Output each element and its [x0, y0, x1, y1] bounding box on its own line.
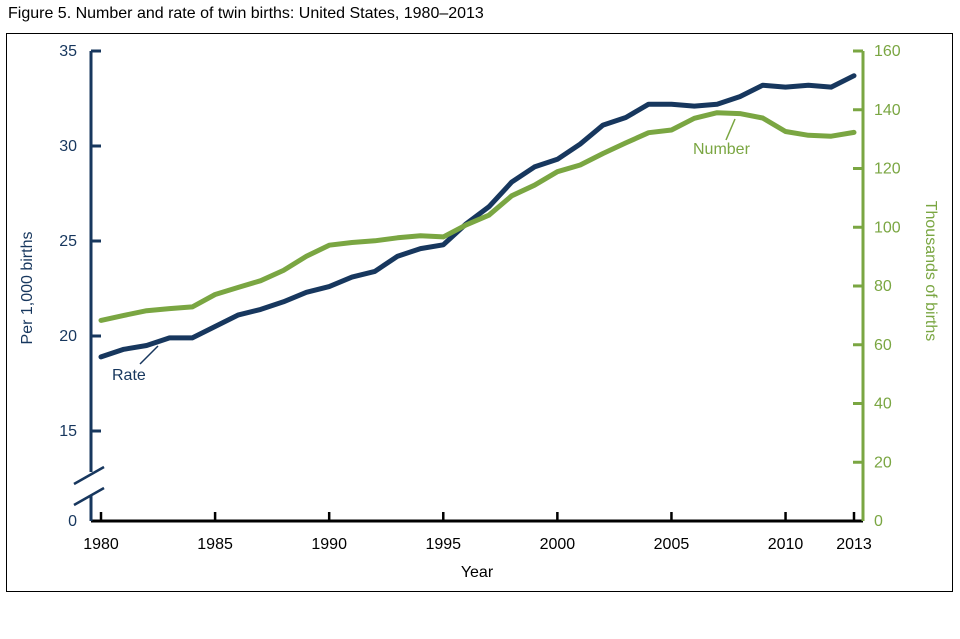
x-tick-label: 2010	[768, 536, 804, 553]
number-line	[98, 110, 857, 323]
left-tick-label: 20	[59, 328, 77, 345]
axis-break-slash	[73, 465, 105, 486]
rate-label-leader	[139, 345, 159, 365]
footnotes: NOTE: Access data table for Figure 5 at:…	[8, 599, 567, 639]
left-tick-label: 25	[59, 233, 77, 250]
right-tick-label: 0	[874, 513, 883, 530]
x-axis-title: Year	[461, 564, 494, 581]
right-tick-label: 120	[874, 161, 901, 178]
left-tick-label: 35	[59, 43, 77, 60]
chart-area: 1980 1985 1990 1995 2000 2005 2010 2013 Year 35 30…	[6, 33, 953, 592]
axis-break-slash	[73, 486, 105, 507]
left-axis-title: Per 1,000 births	[19, 232, 36, 345]
right-tick-label: 160	[874, 43, 901, 60]
right-tick-label: 60	[874, 337, 892, 354]
x-tick-label: 1985	[197, 536, 233, 553]
left-tick-label: 0	[68, 513, 77, 530]
x-tick-label: 1980	[83, 536, 119, 553]
left-tick-label: 15	[59, 423, 77, 440]
x-tick-label: 2005	[654, 536, 690, 553]
number-label-leader	[725, 118, 736, 141]
number-series-label: Number	[693, 141, 751, 158]
rate-line	[98, 73, 857, 360]
x-tick-label: 2000	[540, 536, 576, 553]
figure-title: Figure 5. Number and rate of twin births…	[8, 5, 484, 22]
left-tick-label: 30	[59, 138, 77, 155]
right-tick-label: 140	[874, 102, 901, 119]
chart-canvas: 1980 1985 1990 1995 2000 2005 2010 2013Year3530…	[19, 43, 939, 581]
right-axis-title: Thousands of births	[922, 201, 939, 342]
rate-series-label: Rate	[112, 367, 146, 384]
x-tick-label: 1995	[425, 536, 461, 553]
x-tick-label: 1990	[311, 536, 347, 553]
right-tick-label: 20	[874, 454, 892, 471]
right-tick-label: 40	[874, 396, 892, 413]
x-tick-label: 2013	[836, 536, 872, 553]
right-tick-label: 80	[874, 278, 892, 295]
right-tick-label: 100	[874, 219, 901, 236]
